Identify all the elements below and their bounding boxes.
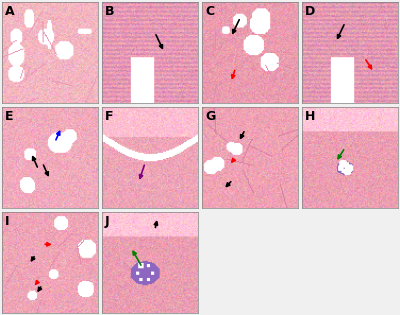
Text: A: A: [5, 5, 14, 18]
Text: F: F: [105, 110, 114, 123]
Text: H: H: [305, 110, 315, 123]
Text: J: J: [105, 215, 110, 228]
Text: E: E: [5, 110, 14, 123]
Text: B: B: [105, 5, 114, 18]
Text: G: G: [205, 110, 215, 123]
Text: I: I: [5, 215, 10, 228]
Text: C: C: [205, 5, 214, 18]
Text: D: D: [305, 5, 315, 18]
